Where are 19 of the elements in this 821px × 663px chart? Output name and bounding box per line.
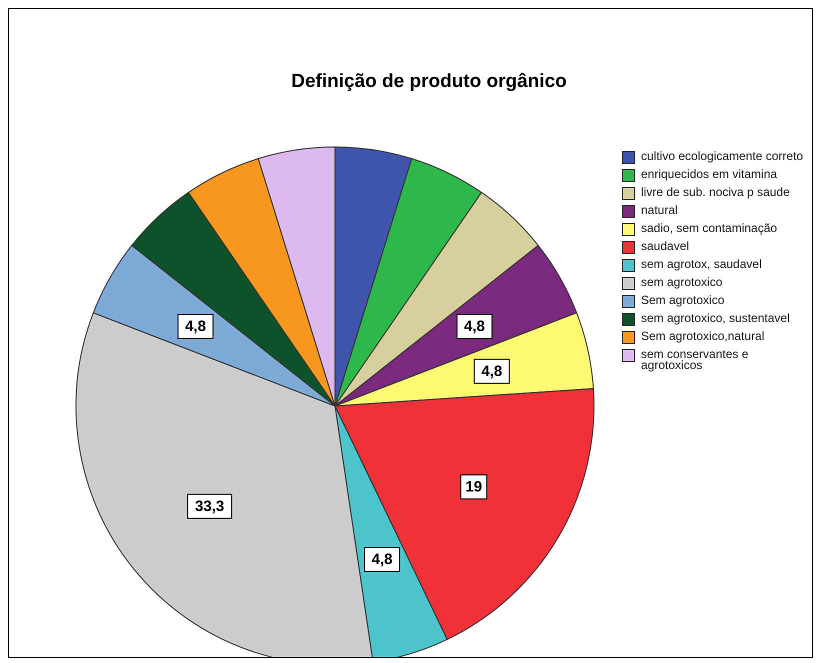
legend-label: enriquecidos em vitamina — [641, 167, 778, 181]
legend-label: Sem agrotoxico,natural — [641, 329, 764, 343]
legend-label: livre de sub. nociva p saude — [641, 185, 790, 199]
data-label: 4,8 — [481, 362, 502, 380]
legend-label: Sem agrotoxico — [641, 293, 724, 307]
data-label: 33,3 — [195, 498, 224, 515]
legend-label: cultivo ecologicamente correto — [641, 149, 804, 163]
data-label: 4,8 — [185, 318, 206, 335]
legend-label: sem agrotoxico — [641, 275, 722, 289]
legend-label: sadio, sem contaminação — [641, 221, 778, 235]
legend-label: sem agrotoxico, sustentavel — [641, 311, 790, 325]
data-label: 4,8 — [464, 318, 485, 335]
data-label: 4,8 — [372, 551, 393, 568]
legend-label: sem conservantes e agrotoxicos — [641, 347, 750, 372]
legend-label: sem agrotox, saudavel — [641, 257, 762, 271]
legend-label: natural — [641, 203, 678, 217]
data-label: 19 — [465, 478, 482, 496]
legend-label: saudavel — [641, 239, 690, 253]
chart-title: Definição de produto orgânico — [290, 71, 568, 93]
